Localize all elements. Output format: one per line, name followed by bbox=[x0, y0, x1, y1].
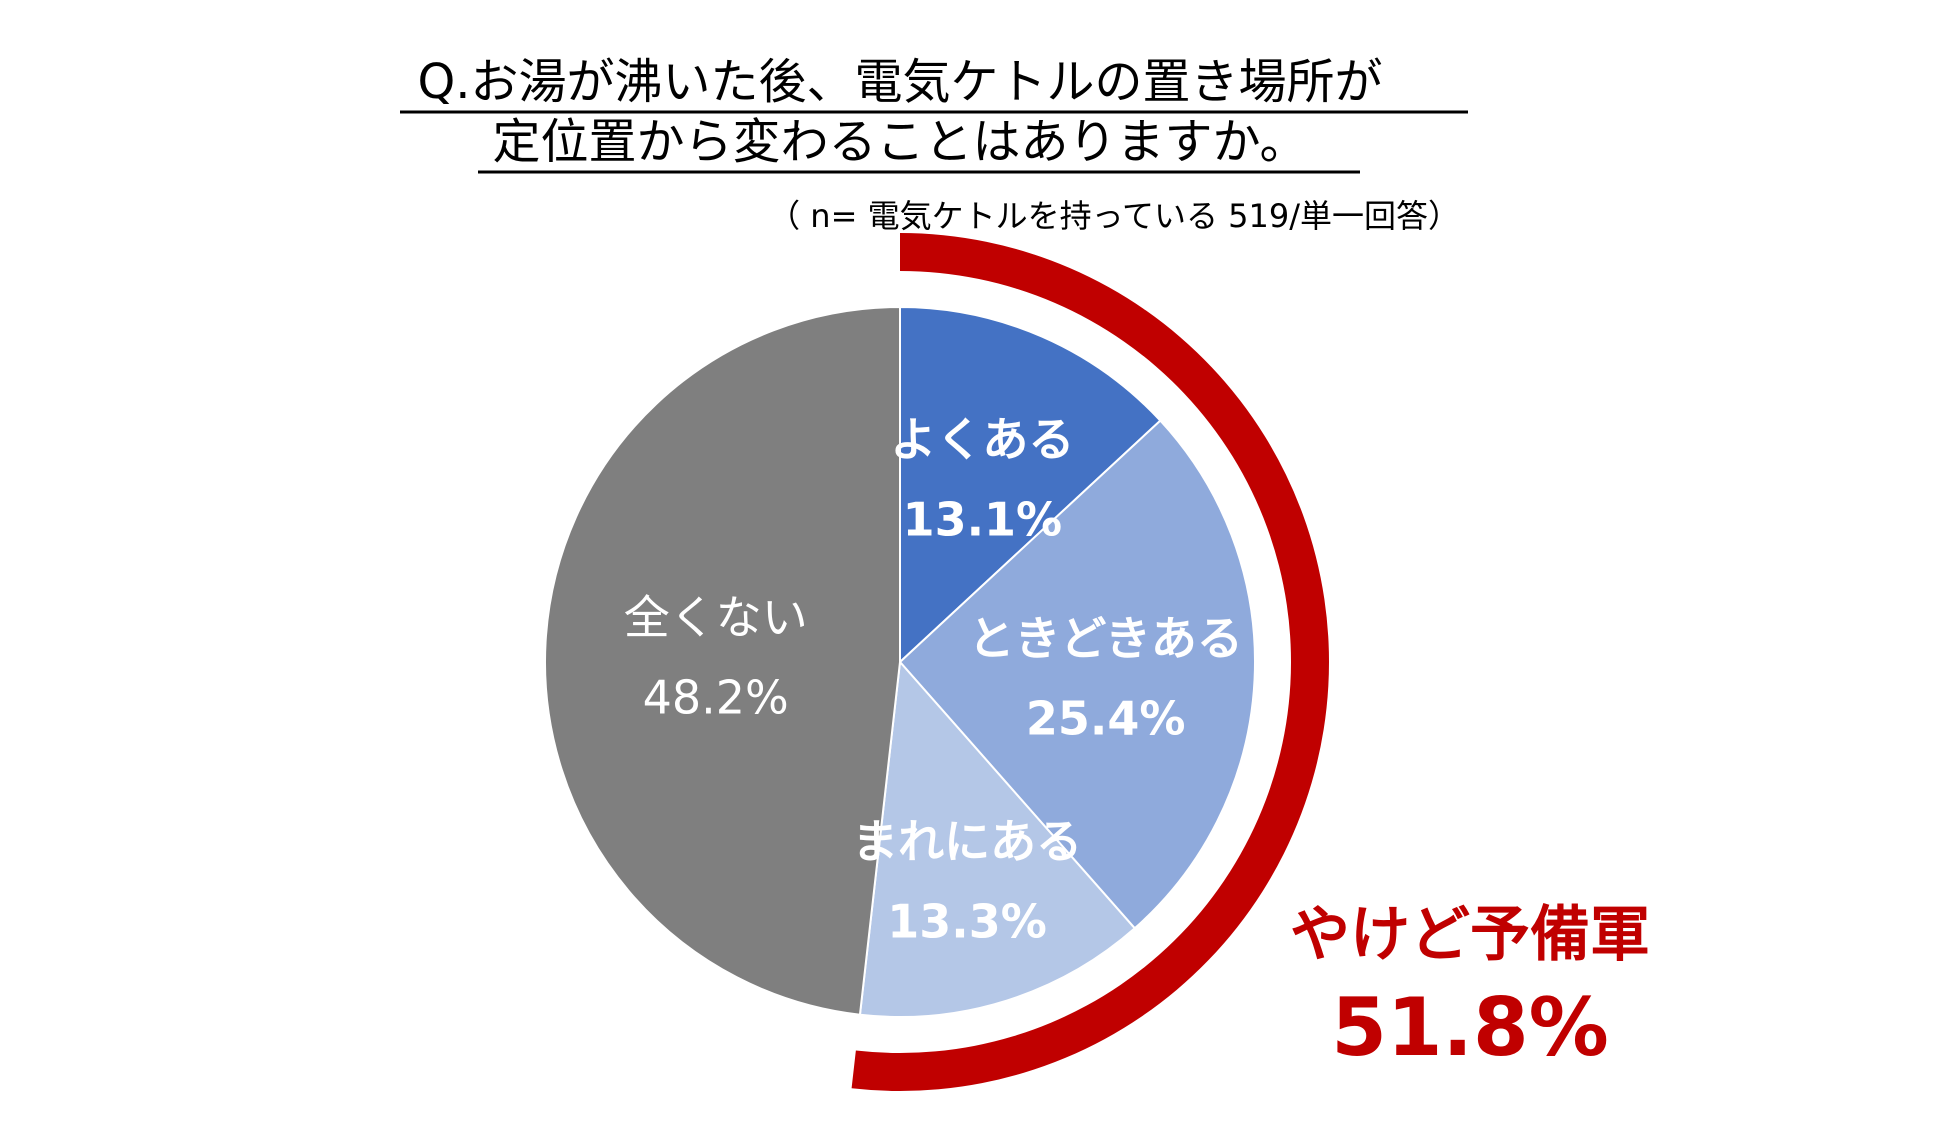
pie-slice-0 bbox=[899, 305, 1162, 665]
slice-value-0: 13.1% bbox=[903, 492, 1063, 546]
title-line-2: 定位置から変わることはありますか。 bbox=[492, 114, 1307, 170]
highlight-value: 51.8% bbox=[1331, 981, 1609, 1074]
slice-label-2: まれにある bbox=[852, 814, 1082, 868]
slice-value-1: 25.4% bbox=[1026, 691, 1186, 745]
highlight-label: やけど予備軍 bbox=[1290, 900, 1650, 970]
pie-slice-3 bbox=[544, 305, 901, 1016]
pie-labels: よくある 13.1% ときどきある 25.4% まれにある 13.3% 全くない 48.2% bbox=[624, 412, 1243, 948]
highlight-callout: やけど予備軍 51.8% bbox=[1290, 900, 1650, 1074]
pie-slices bbox=[544, 305, 1256, 1018]
slice-label-3: 全くない bbox=[624, 591, 808, 645]
chart-subtitle: （ n= 電気ケトルを持っている 519/単一回答） bbox=[768, 197, 1460, 235]
slice-label-1: ときどきある bbox=[968, 611, 1243, 665]
slice-value-3: 48.2% bbox=[643, 671, 789, 725]
title-line-1: Q.お湯が沸いた後、電気ケトルの置き場所が bbox=[417, 54, 1382, 110]
slice-value-2: 13.3% bbox=[887, 894, 1047, 948]
slice-label-0: よくある bbox=[890, 412, 1074, 466]
pie-slice-1 bbox=[898, 419, 1256, 930]
pie-slice-2 bbox=[858, 659, 1137, 1018]
chart-title: Q.お湯が沸いた後、電気ケトルの置き場所が 定位置から変わることはありますか。 bbox=[400, 54, 1468, 174]
